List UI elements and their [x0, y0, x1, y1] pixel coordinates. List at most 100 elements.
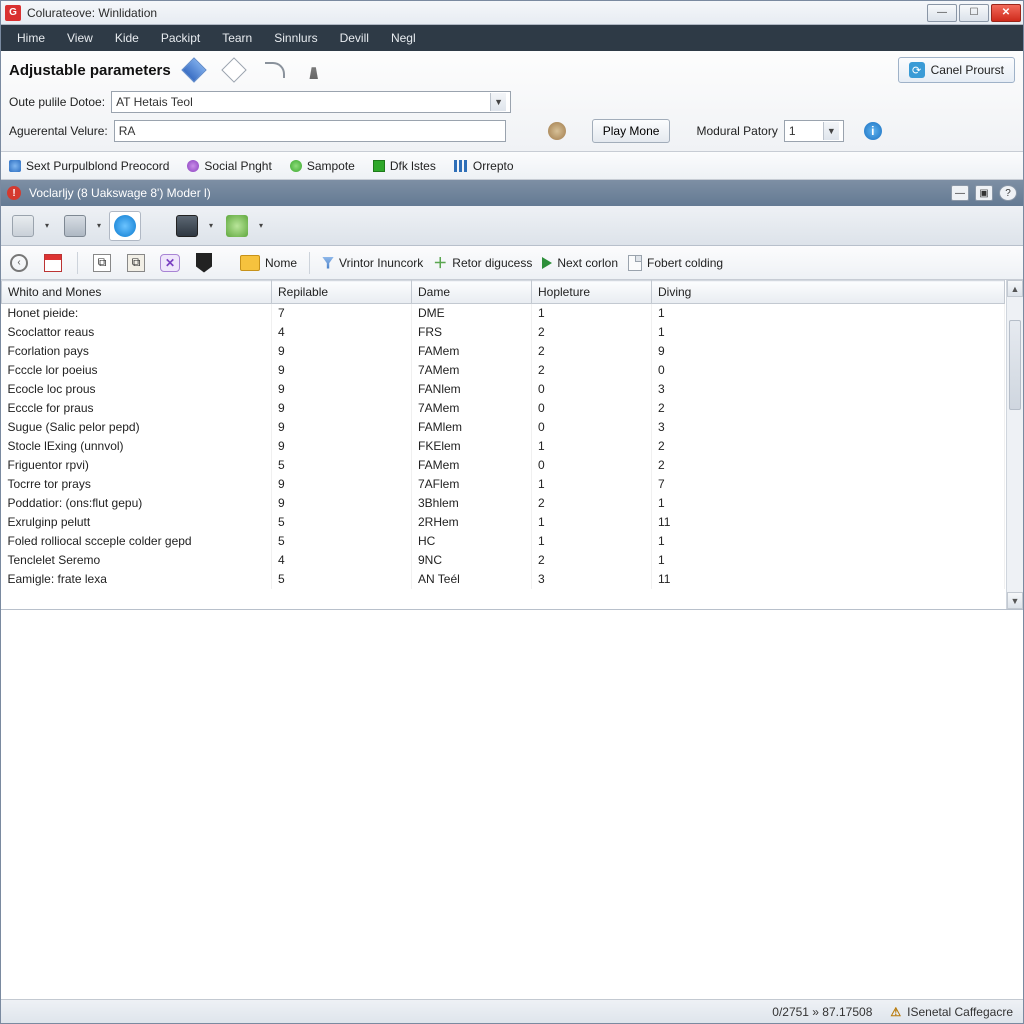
table-row[interactable]: Fcccle lor poeius97AMem20 — [2, 361, 1005, 380]
cancel-label: Canel Prourst — [931, 63, 1004, 77]
scroll-down-button[interactable]: ▼ — [1007, 592, 1023, 609]
field1-value: AT Hetais Teol — [116, 95, 193, 109]
table-row[interactable]: Stocle lExing (unnvol)9FKElem12 — [2, 437, 1005, 456]
table-row[interactable]: Ecccle for praus97AMem02 — [2, 399, 1005, 418]
menu-item[interactable]: Tearn — [212, 27, 262, 49]
tool-monitor-button[interactable]: ▾ — [59, 211, 91, 241]
play-button[interactable]: Play Mone — [592, 119, 671, 143]
tool-music-button[interactable] — [109, 211, 141, 241]
package-icon — [240, 255, 260, 271]
table-row[interactable]: Foled rolliocal scceple colder gepd5HC11 — [2, 532, 1005, 551]
field1-select[interactable]: AT Hetais Teol ▼ — [111, 91, 511, 113]
section-minimize-button[interactable]: — — [951, 185, 969, 201]
pawn-icon[interactable] — [307, 61, 321, 79]
tool-people-button[interactable]: ▾ — [221, 211, 253, 241]
info-icon[interactable]: i — [864, 122, 882, 140]
person-icon[interactable] — [548, 122, 566, 140]
tab-item[interactable]: Social Pnght — [187, 159, 271, 173]
tab-label: Sampote — [307, 159, 355, 173]
section-help-button[interactable]: ? — [999, 185, 1017, 201]
diamond-blue-icon[interactable] — [181, 57, 206, 82]
report-button[interactable]: Fobert colding — [628, 255, 723, 271]
tool-doc-button[interactable]: ▾ — [7, 211, 39, 241]
table-row[interactable]: Poddatior: (ons:flut gepu)93Bhlem21 — [2, 494, 1005, 513]
table-row[interactable]: Tocrre tor prays97AFlem17 — [2, 475, 1005, 494]
table-row[interactable]: Honet pieide:7DME11 — [2, 304, 1005, 323]
tool-camera-button[interactable]: ▾ — [171, 211, 203, 241]
col-header[interactable]: Repilable — [272, 281, 412, 304]
menu-item[interactable]: Sinnlurs — [264, 27, 327, 49]
col-header[interactable]: Hopleture — [532, 281, 652, 304]
table-cell: 5 — [272, 513, 412, 532]
scroll-thumb[interactable] — [1009, 320, 1021, 410]
table-cell: 5 — [272, 570, 412, 589]
menu-item[interactable]: Packipt — [151, 27, 210, 49]
modural-select[interactable]: 1 ▼ — [784, 120, 844, 142]
table-cell: 1 — [532, 304, 652, 323]
table-row[interactable]: Eamigle: frate lexa5AN Teél311 — [2, 570, 1005, 589]
export-button[interactable]: ⧉ — [90, 251, 114, 275]
close-button[interactable]: ✕ — [991, 4, 1021, 22]
table-row[interactable]: Ecocle loc prous9FANlem03 — [2, 380, 1005, 399]
calendar-button[interactable] — [41, 251, 65, 275]
window-controls: — ☐ ✕ — [925, 4, 1021, 22]
back-button[interactable]: ‹ — [7, 251, 31, 275]
tab-item[interactable]: Sext Purpulblond Preocord — [9, 159, 169, 173]
table-row[interactable]: Sugue (Salic pelor pepd)9FAMlem03 — [2, 418, 1005, 437]
menu-item[interactable]: Negl — [381, 27, 426, 49]
table-row[interactable]: Exrulginp pelutt52RHem111 — [2, 513, 1005, 532]
table-cell: Ecocle loc prous — [2, 380, 272, 399]
filter-button[interactable]: Vrintor Inuncork — [322, 256, 423, 270]
next-button[interactable]: Next corlon — [542, 256, 618, 270]
bookmark-button[interactable] — [192, 251, 216, 275]
diamond-outline-icon[interactable] — [221, 57, 246, 82]
table-cell: Poddatior: (ons:flut gepu) — [2, 494, 272, 513]
table-cell: 1 — [652, 532, 1005, 551]
import-button[interactable]: ⧉ — [124, 251, 148, 275]
col-header[interactable]: Dame — [412, 281, 532, 304]
table-cell: 7AMem — [412, 361, 532, 380]
table-cell: 11 — [652, 570, 1005, 589]
table-row[interactable]: Tenclelet Seremo49NC21 — [2, 551, 1005, 570]
menu-item[interactable]: Kide — [105, 27, 149, 49]
funnel-icon — [322, 257, 334, 269]
section-restore-button[interactable]: ▣ — [975, 185, 993, 201]
export-icon: ⧉ — [93, 254, 111, 272]
table-row[interactable]: Friguentor rpvi)5FAMem02 — [2, 456, 1005, 475]
table-cell: 9 — [272, 380, 412, 399]
field1-label: Oute pulile Dotoe: — [9, 95, 105, 109]
curve-icon[interactable] — [265, 62, 285, 78]
calendar-icon — [44, 254, 62, 272]
table-cell: Tenclelet Seremo — [2, 551, 272, 570]
app-icon: G — [5, 5, 21, 21]
nome-button[interactable]: Nome — [240, 255, 297, 271]
vertical-scrollbar[interactable]: ▲ ▼ — [1006, 280, 1023, 609]
add-button[interactable]: ＋ Retor digucess — [433, 253, 532, 273]
window-title: Colurateove: Winlidation — [27, 6, 919, 20]
menu-item[interactable]: Hime — [7, 27, 55, 49]
field2-input[interactable] — [114, 120, 506, 142]
table-row[interactable]: Scoclattor reaus4FRS21 — [2, 323, 1005, 342]
table-cell: 9NC — [412, 551, 532, 570]
menu-item[interactable]: Devill — [330, 27, 379, 49]
table-cell: 2 — [532, 551, 652, 570]
table-cell: Friguentor rpvi) — [2, 456, 272, 475]
scroll-up-button[interactable]: ▲ — [1007, 280, 1023, 297]
plus-icon: ＋ — [433, 253, 447, 273]
col-header[interactable]: Diving — [652, 281, 1005, 304]
table-cell: FANlem — [412, 380, 532, 399]
table-cell: 9 — [272, 475, 412, 494]
maximize-button[interactable]: ☐ — [959, 4, 989, 22]
tab-item[interactable]: Dfk lstes — [373, 159, 436, 173]
menu-item[interactable]: View — [57, 27, 103, 49]
col-header[interactable]: Whito and Mones — [2, 281, 272, 304]
table-row[interactable]: Fcorlation pays9FAMem29 — [2, 342, 1005, 361]
nome-label: Nome — [265, 256, 297, 270]
monitor-icon — [64, 215, 86, 237]
minimize-button[interactable]: — — [927, 4, 957, 22]
status-bar: 0/2751 » 87.17508 ⚠ ISenetal Caffegacre — [1, 999, 1023, 1023]
cancel-button[interactable]: ⟳ Canel Prourst — [898, 57, 1015, 83]
clear-button[interactable]: ✕ — [158, 251, 182, 275]
tab-item[interactable]: Orrepto — [454, 159, 514, 173]
tab-item[interactable]: Sampote — [290, 159, 355, 173]
